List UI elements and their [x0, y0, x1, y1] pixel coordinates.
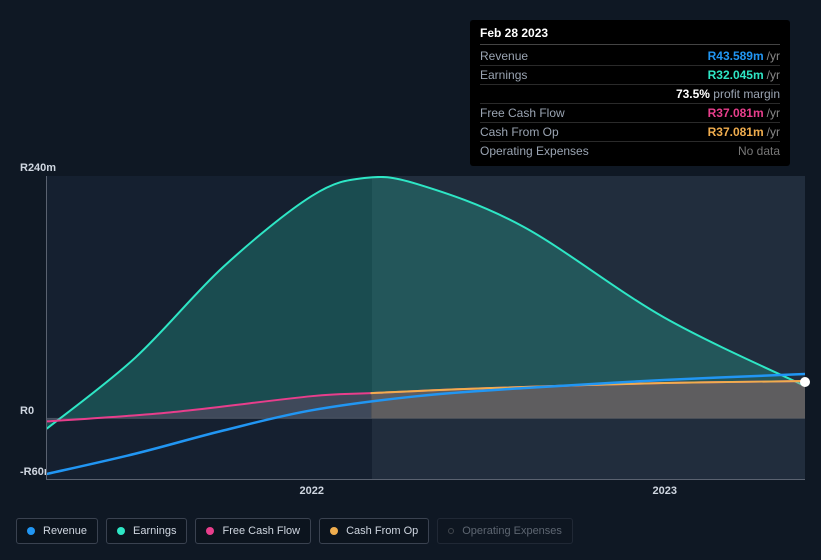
tooltip-row: Free Cash Flow R37.081m/yr	[480, 104, 780, 123]
tooltip-row-label: Revenue	[480, 49, 528, 63]
y-axis-label: R240m	[20, 162, 56, 174]
tooltip-row-label: Earnings	[480, 68, 527, 82]
tooltip-row: Earnings R32.045m/yr	[480, 66, 780, 85]
legend-item-revenue[interactable]: Revenue	[16, 518, 98, 544]
tooltip-row: Revenue R43.589m/yr	[480, 47, 780, 66]
legend-dot	[330, 527, 338, 535]
tooltip-row: Cash From Op R37.081m/yr	[480, 123, 780, 142]
legend-dot	[117, 527, 125, 535]
tooltip-row-value: No data	[738, 144, 780, 158]
x-axis-label: 2022	[300, 485, 324, 497]
chart-legend: Revenue Earnings Free Cash Flow Cash From O…	[16, 518, 573, 544]
legend-label: Operating Expenses	[462, 525, 562, 537]
tooltip-row-label: Free Cash Flow	[480, 106, 565, 120]
legend-label: Free Cash Flow	[222, 525, 300, 537]
x-axis-label: 2023	[653, 485, 677, 497]
legend-dot	[27, 527, 35, 535]
tooltip-row-label: Operating Expenses	[480, 144, 589, 158]
legend-dot	[448, 528, 454, 534]
chart-tooltip: Feb 28 2023 Revenue R43.589m/yr Earnings R3…	[470, 20, 790, 166]
legend-item-operating-expenses[interactable]: Operating Expenses	[437, 518, 573, 544]
legend-item-earnings[interactable]: Earnings	[106, 518, 187, 544]
tooltip-row-value: R37.081m/yr	[708, 125, 780, 139]
y-axis-label: R0	[20, 405, 34, 417]
tooltip-row-value: R43.589m/yr	[708, 49, 780, 63]
legend-dot	[206, 527, 214, 535]
tooltip-row: Operating Expenses No data	[480, 142, 780, 160]
tooltip-sub-row: 73.5% profit margin	[480, 85, 780, 104]
legend-label: Cash From Op	[346, 525, 418, 537]
tooltip-row-value: R32.045m/yr	[708, 68, 780, 82]
legend-label: Earnings	[133, 525, 176, 537]
tooltip-row-value: R37.081m/yr	[708, 106, 780, 120]
chart-plot[interactable]: 20222023	[46, 176, 805, 480]
legend-label: Revenue	[43, 525, 87, 537]
end-marker	[800, 377, 810, 387]
tooltip-date: Feb 28 2023	[480, 26, 780, 45]
legend-item-cash-from-op[interactable]: Cash From Op	[319, 518, 429, 544]
earnings-chart: R240mR0-R60m 20222023	[16, 160, 805, 480]
legend-item-free-cash-flow[interactable]: Free Cash Flow	[195, 518, 311, 544]
tooltip-row-label: Cash From Op	[480, 125, 559, 139]
